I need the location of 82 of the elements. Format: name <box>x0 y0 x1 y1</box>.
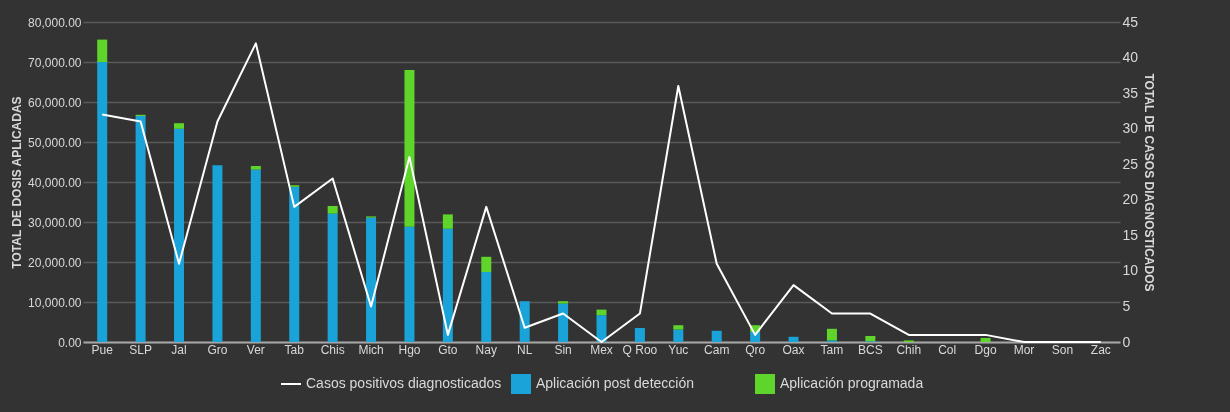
x-tick-label: Qro <box>745 342 766 357</box>
x-tick-label: Nay <box>475 342 497 357</box>
y-tick-label: 10,000.00 <box>28 295 82 310</box>
x-tick-label: Son <box>1051 342 1074 357</box>
bar <box>711 330 722 342</box>
bar <box>250 169 261 342</box>
x-tick-label: Jal <box>171 342 187 357</box>
y2-axis-title: TOTAL DE CASOS DIAGNOSTICADOS <box>1142 73 1157 292</box>
x-tick-label: Oax <box>782 342 805 357</box>
legend-label: Casos positivos diagnosticados <box>306 375 502 391</box>
bar <box>97 62 108 342</box>
x-tick-label: Q Roo <box>622 342 658 357</box>
line-series <box>101 42 1102 343</box>
y2-tick-label: 35 <box>1122 84 1139 101</box>
bar <box>558 303 569 342</box>
x-tick-label: SLP <box>129 342 152 357</box>
x-tick-label: Hgo <box>398 342 421 357</box>
x-tick-label: Gro <box>207 342 228 357</box>
y2-tick-label: 5 <box>1122 297 1131 314</box>
y-axis-title: TOTAL DE DOSIS APLICADAS <box>10 96 25 269</box>
x-tick-label: Yuc <box>668 342 689 357</box>
x-tick-label: Cam <box>704 342 730 357</box>
y2-tick-label: 30 <box>1122 120 1139 137</box>
y2-tick-label: 25 <box>1122 155 1139 172</box>
y-tick-label: 70,000.00 <box>28 55 82 70</box>
y-tick-label: 50,000.00 <box>28 135 82 150</box>
bar <box>250 166 261 170</box>
bar <box>174 123 185 129</box>
bar <box>673 329 684 342</box>
x-tick-label: Dgo <box>974 342 997 357</box>
y-tick-label: 0.00 <box>58 335 82 350</box>
bar <box>788 336 799 342</box>
x-tick-label: Gto <box>438 342 458 357</box>
y-tick-label: 80,000.00 <box>28 15 82 30</box>
bar <box>327 213 338 342</box>
x-tick-label: Ver <box>246 342 265 357</box>
bar <box>980 338 991 342</box>
y2-tick-label: 40 <box>1122 49 1139 66</box>
bar <box>289 186 300 342</box>
x-tick-label: NL <box>517 342 533 357</box>
y-tick-label: 20,000.00 <box>28 255 82 270</box>
x-tick-label: Mex <box>590 342 613 357</box>
y2-tick-label: 10 <box>1122 262 1139 279</box>
bar <box>442 228 453 342</box>
bar <box>174 128 185 342</box>
y-tick-label: 60,000.00 <box>28 95 82 110</box>
y2-tick-label: 45 <box>1122 13 1139 30</box>
bar <box>673 325 684 330</box>
x-tick-label: Chih <box>896 342 922 357</box>
x-tick-label: Mor <box>1013 342 1035 357</box>
y-tick-label: 30,000.00 <box>28 215 82 230</box>
x-tick-label: Sin <box>554 342 572 357</box>
y2-tick-label: 0 <box>1122 333 1131 350</box>
bar <box>481 256 492 272</box>
x-tick-label: Zac <box>1090 342 1111 357</box>
legend-label: Aplicación post detección <box>536 375 694 391</box>
bar <box>826 328 837 341</box>
x-tick-label: BCS <box>858 342 883 357</box>
bar <box>634 328 645 342</box>
x-tick-label: Col <box>938 342 957 357</box>
y2-tick-label: 20 <box>1122 191 1139 208</box>
bar <box>135 116 146 342</box>
bar <box>327 206 338 214</box>
y-tick-label: 40,000.00 <box>28 175 82 190</box>
bar <box>865 336 876 342</box>
x-tick-label: Tab <box>284 342 305 357</box>
bar <box>404 70 415 227</box>
legend-label: Aplicación programada <box>780 375 924 391</box>
bar <box>366 217 377 342</box>
bar <box>481 272 492 342</box>
x-tick-label: Tam <box>820 342 844 357</box>
bar <box>519 301 530 342</box>
bar <box>212 165 223 342</box>
x-tick-label: Chis <box>320 342 345 357</box>
bar <box>404 226 415 342</box>
bar <box>596 315 607 342</box>
x-tick-label: Mich <box>358 342 384 357</box>
bar <box>558 301 569 304</box>
bar <box>97 39 108 62</box>
y2-tick-label: 15 <box>1122 226 1139 243</box>
x-tick-label: Pue <box>91 342 114 357</box>
bar <box>442 214 453 229</box>
